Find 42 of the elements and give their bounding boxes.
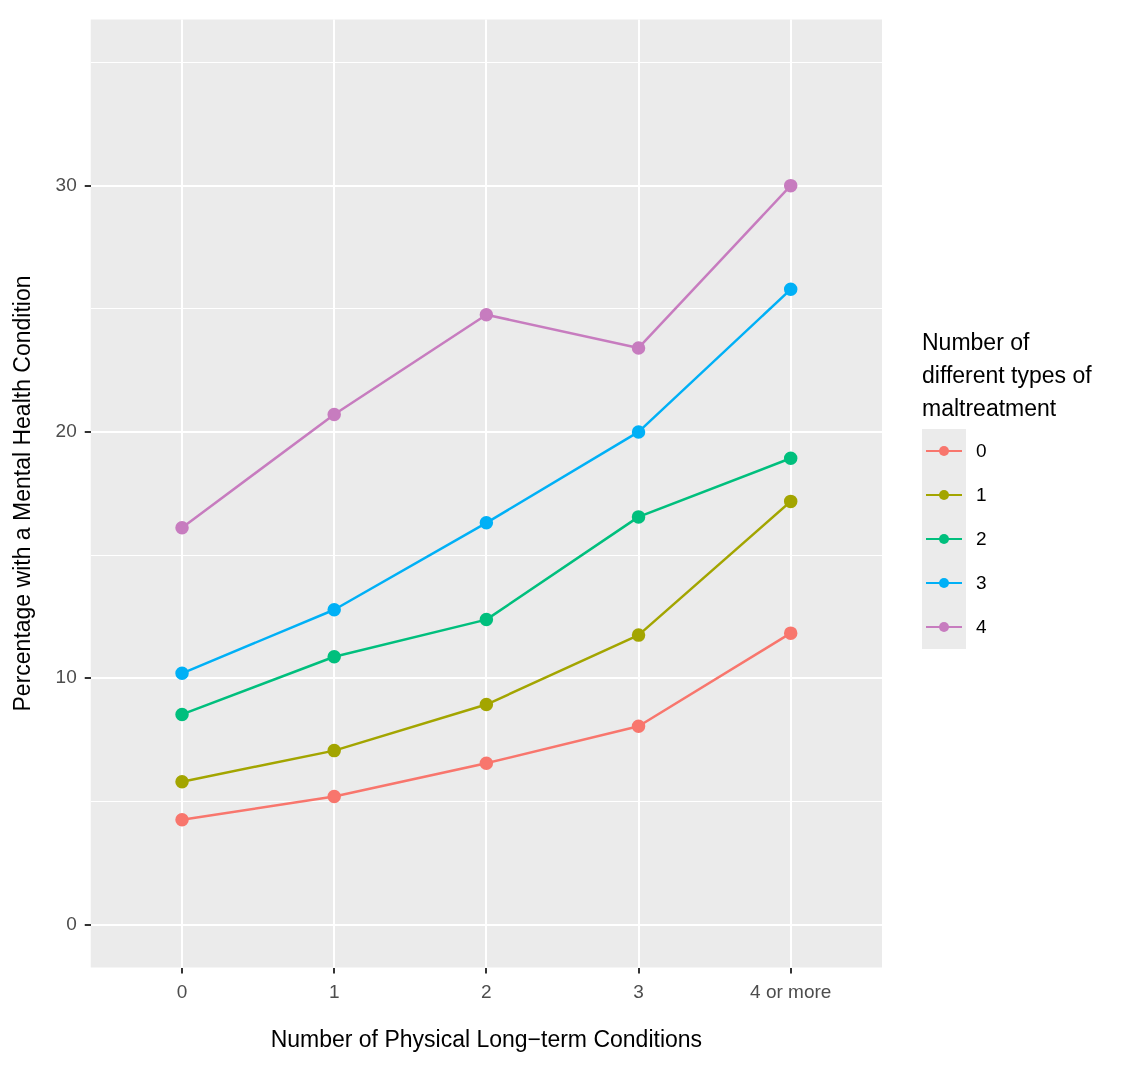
point xyxy=(631,341,646,355)
legend-title: Number of different types of maltreatment xyxy=(922,328,1092,423)
point xyxy=(479,307,494,322)
x-tick-label: 3 xyxy=(633,981,644,1003)
x-tick-label: 4 or more xyxy=(750,981,832,1003)
point xyxy=(631,628,646,642)
point xyxy=(479,697,494,712)
point xyxy=(327,743,341,758)
point xyxy=(175,774,189,789)
legend-label: 3 xyxy=(976,572,987,594)
y-tick-label: 0 xyxy=(66,912,77,934)
y-tick-label: 20 xyxy=(55,420,77,442)
point xyxy=(175,707,189,722)
legend-label: 4 xyxy=(976,616,987,638)
point xyxy=(783,282,798,297)
point xyxy=(631,425,646,439)
point xyxy=(783,626,798,640)
point xyxy=(327,650,341,664)
legend-label: 1 xyxy=(976,484,987,506)
y-tick-label: 10 xyxy=(55,666,77,688)
x-tick-label: 0 xyxy=(176,981,188,1003)
x-axis-title: Number of Physical Long−term Conditions xyxy=(270,1025,703,1052)
x-tick-label: 1 xyxy=(328,981,340,1003)
point xyxy=(479,612,494,627)
point xyxy=(327,789,341,804)
point xyxy=(175,520,189,535)
point xyxy=(175,666,189,681)
point xyxy=(327,603,341,617)
point xyxy=(479,516,494,530)
legend-label: 0 xyxy=(976,440,987,462)
point xyxy=(783,178,798,193)
point xyxy=(631,719,646,733)
x-tick-label: 2 xyxy=(481,981,492,1003)
legend-label: 2 xyxy=(976,528,987,550)
y-axis-title: Percentage with a Mental Health Condition xyxy=(9,275,36,712)
point xyxy=(327,407,341,422)
point xyxy=(631,510,646,524)
point xyxy=(783,494,798,509)
point xyxy=(783,451,798,466)
point xyxy=(175,813,189,827)
point xyxy=(479,756,494,770)
y-tick-label: 30 xyxy=(55,173,77,195)
